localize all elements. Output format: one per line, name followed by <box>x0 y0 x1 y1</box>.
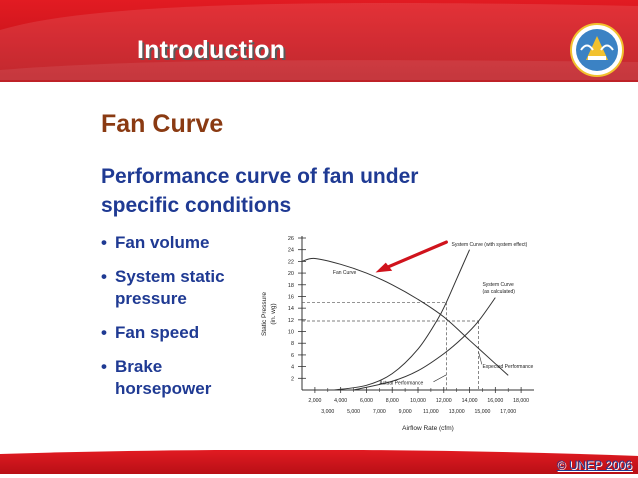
y-axis-label: (in. wg) <box>270 303 277 324</box>
y-tick-label: 14 <box>288 306 294 312</box>
bullet-text: Fan speed <box>115 323 200 342</box>
bullet-text: horsepower <box>115 379 212 398</box>
bullet-dot: • <box>101 323 107 342</box>
x-tick-label: 18,000 <box>513 398 529 404</box>
fan-curve-line <box>301 257 509 376</box>
y-tick-label: 16 <box>288 294 294 300</box>
subheading: Performance curve of fan under specific … <box>101 162 521 220</box>
x-tick-label: 12,000 <box>436 398 452 404</box>
x-tick-label: 5,000 <box>347 409 360 415</box>
system-curve-calculated-line <box>353 297 496 391</box>
bullet-text: pressure <box>115 289 187 308</box>
y-tick-label: 12 <box>288 318 294 324</box>
y-tick-label: 22 <box>288 259 294 265</box>
system-effect-label: System Curve (with system effect) <box>452 242 528 248</box>
y-tick-label: 2 <box>291 376 294 382</box>
x-axis-label: Airflow Rate (cfm) <box>402 425 454 432</box>
subheading-line: specific conditions <box>101 194 292 217</box>
x-tick-label: 15,000 <box>475 409 491 415</box>
expected-performance-label: Expected Performance <box>482 364 533 370</box>
x-tick-label: 6,000 <box>360 398 373 404</box>
x-tick-label: 14,000 <box>462 398 478 404</box>
bullet-item: • Fan speed <box>101 322 271 344</box>
system-calculated-label: System Curve <box>482 282 514 288</box>
y-tick-label: 24 <box>288 248 294 254</box>
actual-performance-pointer <box>433 374 447 383</box>
subheading-line: Performance curve of fan under <box>101 165 419 188</box>
bullet-dot: • <box>101 357 107 376</box>
bullet-text: Brake <box>115 357 163 376</box>
y-tick-label: 8 <box>291 341 294 347</box>
system-curve-effect-line <box>334 249 471 391</box>
x-tick-label: 7,000 <box>373 409 386 415</box>
x-tick-label: 2,000 <box>308 398 321 404</box>
bullet-item: • Fan volume <box>101 232 271 254</box>
title-banner <box>0 0 638 84</box>
y-tick-label: 18 <box>288 283 294 289</box>
y-tick-label: 26 <box>288 236 294 242</box>
bullet-item: • Brake horsepower <box>101 356 271 400</box>
red-arrow-shaft <box>380 240 448 272</box>
x-tick-label: 17,000 <box>500 409 516 415</box>
x-tick-label: 8,000 <box>386 398 399 404</box>
red-arrow <box>375 240 448 273</box>
x-tick-label: 16,000 <box>487 398 503 404</box>
x-tick-label: 3,000 <box>321 409 334 415</box>
x-tick-label: 11,000 <box>423 409 439 415</box>
expected-performance-pointer <box>478 351 483 365</box>
banner-shape <box>0 0 638 84</box>
y-axis-label: Static Pressure <box>261 292 268 336</box>
y-tick-label: 4 <box>291 365 294 371</box>
system-calculated-label: (as calculated) <box>482 289 515 295</box>
x-tick-label: 13,000 <box>449 409 465 415</box>
y-tick-label: 20 <box>288 271 294 277</box>
copyright-link[interactable]: © UNEP 2006 <box>556 458 632 472</box>
emblem-icon <box>570 23 624 77</box>
y-tick-label: 6 <box>291 353 294 359</box>
bullet-list: • Fan volume • System static pressure • Fan … <box>101 232 271 412</box>
section-heading: Fan Curve <box>101 110 224 138</box>
fan-curve-label: Fan Curve <box>333 270 357 276</box>
slide-title: Introduction <box>137 36 286 64</box>
red-arrow-head <box>375 262 393 273</box>
actual-performance-label: Actual Performance <box>379 381 423 387</box>
footer-band <box>0 450 638 474</box>
x-tick-label: 10,000 <box>410 398 426 404</box>
bullet-item: • System static pressure <box>101 266 271 310</box>
bullet-text: System static <box>115 267 225 286</box>
bullet-text: Fan volume <box>115 233 210 252</box>
bullet-dot: • <box>101 233 107 252</box>
x-tick-label: 9,000 <box>399 409 412 415</box>
x-tick-label: 4,000 <box>334 398 347 404</box>
y-tick-label: 10 <box>288 330 294 336</box>
bullet-dot: • <box>101 267 107 286</box>
